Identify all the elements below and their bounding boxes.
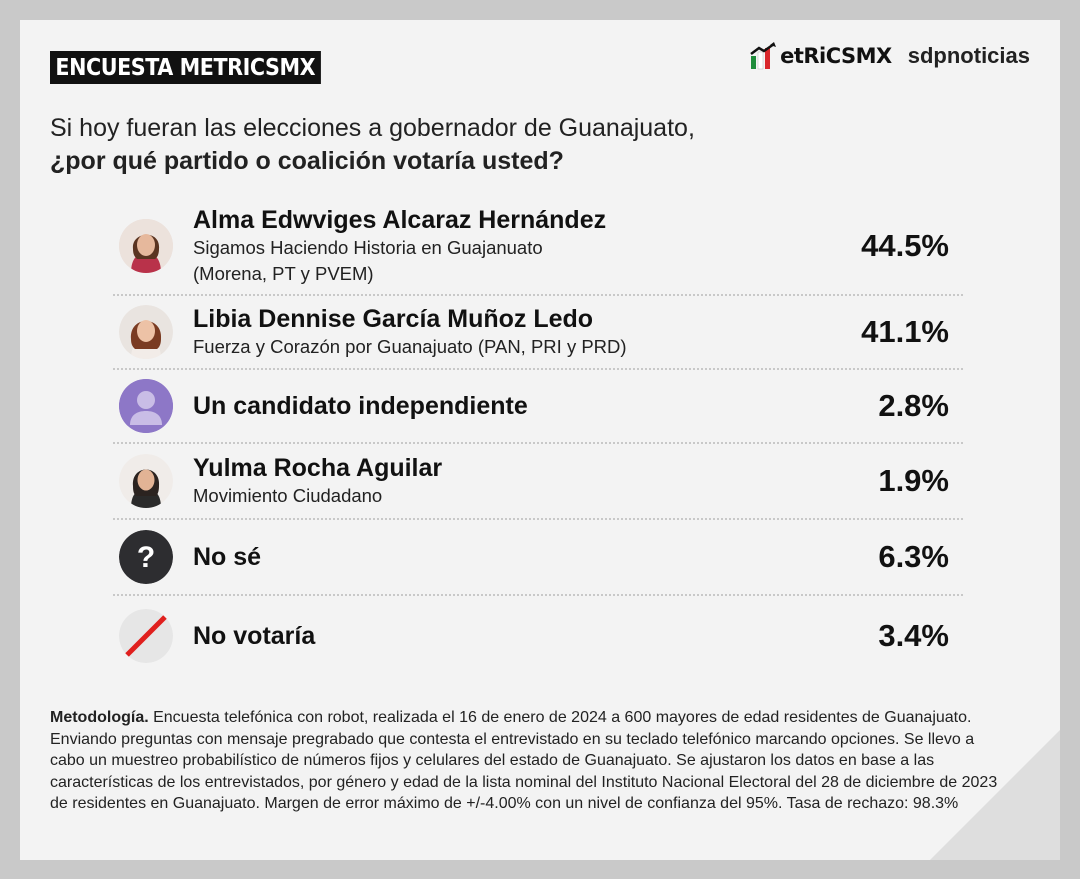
methodology-text: Encuesta telefónica con robot, realizada… bbox=[50, 709, 998, 812]
row-name: No sé bbox=[193, 543, 262, 571]
result-row: Alma Edwviges Alcaraz Hernández Sigamos … bbox=[113, 198, 963, 296]
results-list: Alma Edwviges Alcaraz Hernández Sigamos … bbox=[113, 198, 963, 676]
decorative-corner bbox=[930, 730, 1060, 860]
metricsmx-logo-text: etRiCSMX bbox=[780, 44, 892, 68]
poll-title-tag: ENCUESTA METRICSMX bbox=[50, 51, 321, 84]
row-percentage: 6.3% bbox=[878, 539, 949, 574]
row-percentage: 44.5% bbox=[861, 228, 949, 263]
row-name: No votaría bbox=[193, 622, 316, 650]
question-line1: Si hoy fueran las elecciones a gobernado… bbox=[50, 114, 695, 142]
row-percentage: 1.9% bbox=[878, 463, 949, 498]
result-row: No votaría 3.4% bbox=[113, 596, 963, 676]
result-row: Libia Dennise García Muñoz Ledo Fuerza y… bbox=[113, 296, 963, 370]
candidate-photo-garcia bbox=[119, 305, 173, 359]
row-percentage: 3.4% bbox=[878, 618, 949, 653]
row-coalition: Sigamos Haciendo Historia en Guajanuato bbox=[193, 237, 543, 258]
row-coalition: Fuerza y Corazón por Guanajuato (PAN, PR… bbox=[193, 336, 627, 357]
row-name: Alma Edwviges Alcaraz Hernández bbox=[193, 206, 607, 234]
sdpnoticias-logo: sdpnoticias bbox=[907, 43, 1030, 68]
result-row: Un candidato independiente 2.8% bbox=[113, 370, 963, 444]
candidate-photo-rocha bbox=[119, 454, 173, 508]
candidate-photo-alcaraz bbox=[119, 219, 173, 273]
question-mark-icon: ? bbox=[119, 530, 173, 584]
question: Si hoy fueran las elecciones a gobernado… bbox=[50, 112, 695, 178]
metricsmx-logo: etRiCSMX bbox=[750, 42, 892, 70]
row-name: Libia Dennise García Muñoz Ledo bbox=[193, 305, 594, 333]
result-row: ? No sé 6.3% bbox=[113, 520, 963, 596]
row-percentage: 41.1% bbox=[861, 314, 949, 349]
poll-card: ENCUESTA METRICSMX etRiCSMX sdpnoticias … bbox=[20, 20, 1060, 860]
row-coalition: Movimiento Ciudadano bbox=[193, 485, 383, 506]
row-name: Yulma Rocha Aguilar bbox=[193, 454, 443, 482]
slash-icon bbox=[119, 609, 173, 663]
question-line2: ¿por qué partido o coalición votaría ust… bbox=[50, 147, 564, 175]
person-silhouette-icon bbox=[119, 379, 173, 433]
methodology-label: Metodología. bbox=[50, 709, 149, 726]
row-parties: (Morena, PT y PVEM) bbox=[193, 263, 374, 284]
methodology-note: Metodología. Encuesta telefónica con rob… bbox=[50, 707, 1010, 815]
svg-text:?: ? bbox=[137, 541, 155, 574]
row-name: Un candidato independiente bbox=[193, 392, 528, 420]
result-row: Yulma Rocha Aguilar Movimiento Ciudadano… bbox=[113, 444, 963, 520]
chart-arrow-icon bbox=[750, 42, 777, 70]
row-percentage: 2.8% bbox=[878, 388, 949, 423]
logos: etRiCSMX sdpnoticias bbox=[750, 42, 1030, 70]
